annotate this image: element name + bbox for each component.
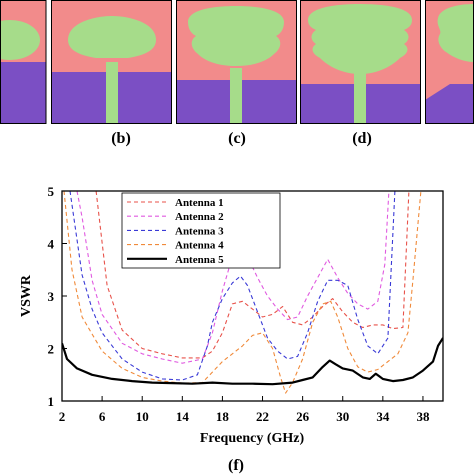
- y-tick-label: 5: [48, 184, 55, 199]
- x-tick-label: 38: [416, 409, 430, 424]
- radiating-patch: [188, 6, 284, 66]
- x-tick-label: 34: [376, 409, 390, 424]
- legend-label-2: Antenna 2: [175, 211, 224, 223]
- feed-line: [354, 72, 366, 124]
- x-tick-label: 30: [336, 409, 349, 424]
- x-tick-label: 18: [216, 409, 230, 424]
- feed-line: [106, 62, 118, 124]
- legend: Antenna 1 Antenna 2 Antenna 3 Antenna 4 Ante…: [121, 192, 281, 269]
- y-tick-label: 3: [48, 289, 55, 304]
- x-tick-label: 26: [296, 409, 310, 424]
- antenna-panel-d: [300, 0, 421, 124]
- series-line-3: [69, 191, 396, 381]
- legend-label-4: Antenna 4: [175, 240, 224, 252]
- legend-label-1: Antenna 1: [175, 197, 224, 209]
- panel-label-d: (d): [352, 130, 372, 147]
- ground-plane: [425, 84, 474, 124]
- antenna-panels: [0, 0, 474, 124]
- y-tick-label: 1: [48, 394, 55, 409]
- panel-frame: [0, 0, 47, 124]
- legend-label-3: Antenna 3: [175, 225, 224, 237]
- series-line-5: [62, 337, 443, 386]
- series-line-2: [76, 191, 390, 364]
- y-tick-label: 4: [48, 237, 55, 252]
- ground-plane: [0, 62, 46, 124]
- legend-label-5: Antenna 5: [175, 254, 224, 266]
- radiating-patch: [68, 16, 156, 58]
- x-axis-label: Frequency (GHz): [200, 431, 305, 446]
- x-tick-label: 22: [256, 409, 269, 424]
- x-tick-label: 10: [136, 409, 149, 424]
- antenna-panel-e: [425, 0, 474, 124]
- radiating-patch: [308, 4, 412, 74]
- panel-frame: [176, 0, 297, 124]
- y-axis-label: VSWR: [19, 274, 34, 317]
- antenna-panel-b: [51, 0, 172, 124]
- series-layer: [62, 191, 443, 394]
- panel-label-c: (c): [228, 130, 246, 147]
- x-tick-label: 6: [99, 409, 106, 424]
- panel-label-b: (b): [111, 130, 131, 147]
- antenna-panel-c: [176, 0, 297, 124]
- y-tick-label: 2: [48, 342, 55, 357]
- panel-frame: [300, 0, 421, 124]
- x-tick-label: 2: [59, 409, 66, 424]
- antenna-panel-a: [0, 0, 47, 124]
- x-tick-label: 14: [176, 409, 190, 424]
- panel-label-f: (f): [228, 457, 244, 474]
- feed-line: [230, 68, 242, 124]
- radiating-patch: [0, 20, 40, 60]
- panel-frame: [51, 0, 172, 124]
- series-line-1: [95, 191, 410, 359]
- radiating-patch: [437, 4, 474, 62]
